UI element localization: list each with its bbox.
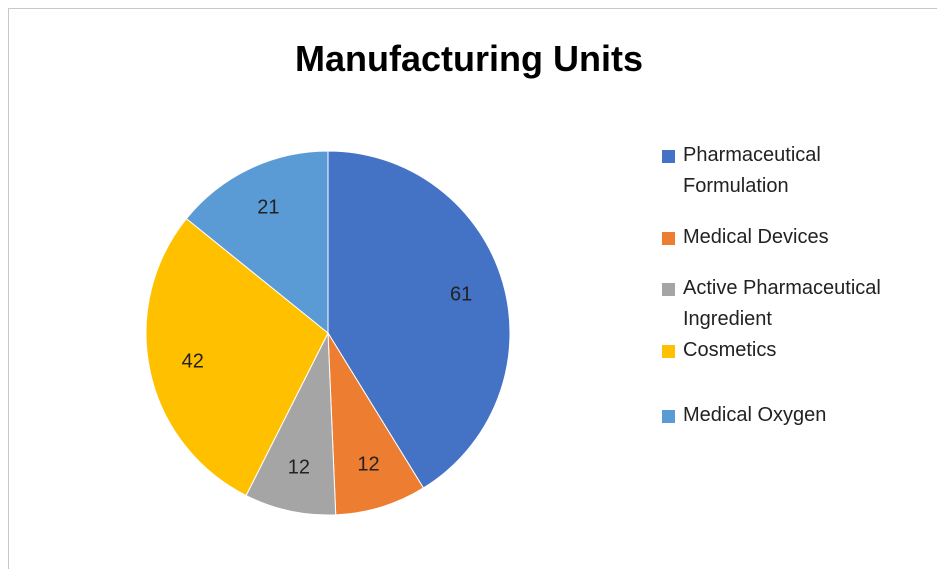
data-label: 42 <box>182 350 204 372</box>
legend-item: Medical Oxygen <box>662 400 922 431</box>
pie-slice <box>145 217 329 497</box>
legend-item: Cosmetics <box>662 335 922 366</box>
legend-swatch <box>662 232 675 245</box>
legend-swatch <box>662 283 675 296</box>
legend-label: Medical Devices <box>683 226 829 248</box>
legend-item: Pharmaceutical Formulation <box>662 140 922 202</box>
legend-label: Medical Oxygen <box>683 404 827 426</box>
legend-swatch <box>662 410 675 423</box>
pie-slice <box>327 331 425 516</box>
legend-label: Pharmaceutical Formulation <box>683 144 821 197</box>
legend-item: Medical Devices <box>662 222 922 253</box>
data-label: 21 <box>257 196 279 218</box>
legend: Pharmaceutical Formulation Medical Device… <box>662 140 922 431</box>
chart-frame <box>8 8 937 569</box>
legend-item: Active Pharmaceutical Ingredient <box>662 273 922 335</box>
data-label: 12 <box>357 454 379 476</box>
data-label: 61 <box>450 284 472 306</box>
data-label: 12 <box>288 456 310 478</box>
legend-label: Active Pharmaceutical Ingredient <box>683 277 881 330</box>
pie-slice <box>245 331 337 516</box>
pie-slice <box>327 150 511 489</box>
legend-label: Cosmetics <box>683 339 777 361</box>
legend-swatch <box>662 345 675 358</box>
pie-slice <box>185 150 329 335</box>
chart-title: Manufacturing Units <box>295 38 643 79</box>
legend-swatch <box>662 150 675 163</box>
